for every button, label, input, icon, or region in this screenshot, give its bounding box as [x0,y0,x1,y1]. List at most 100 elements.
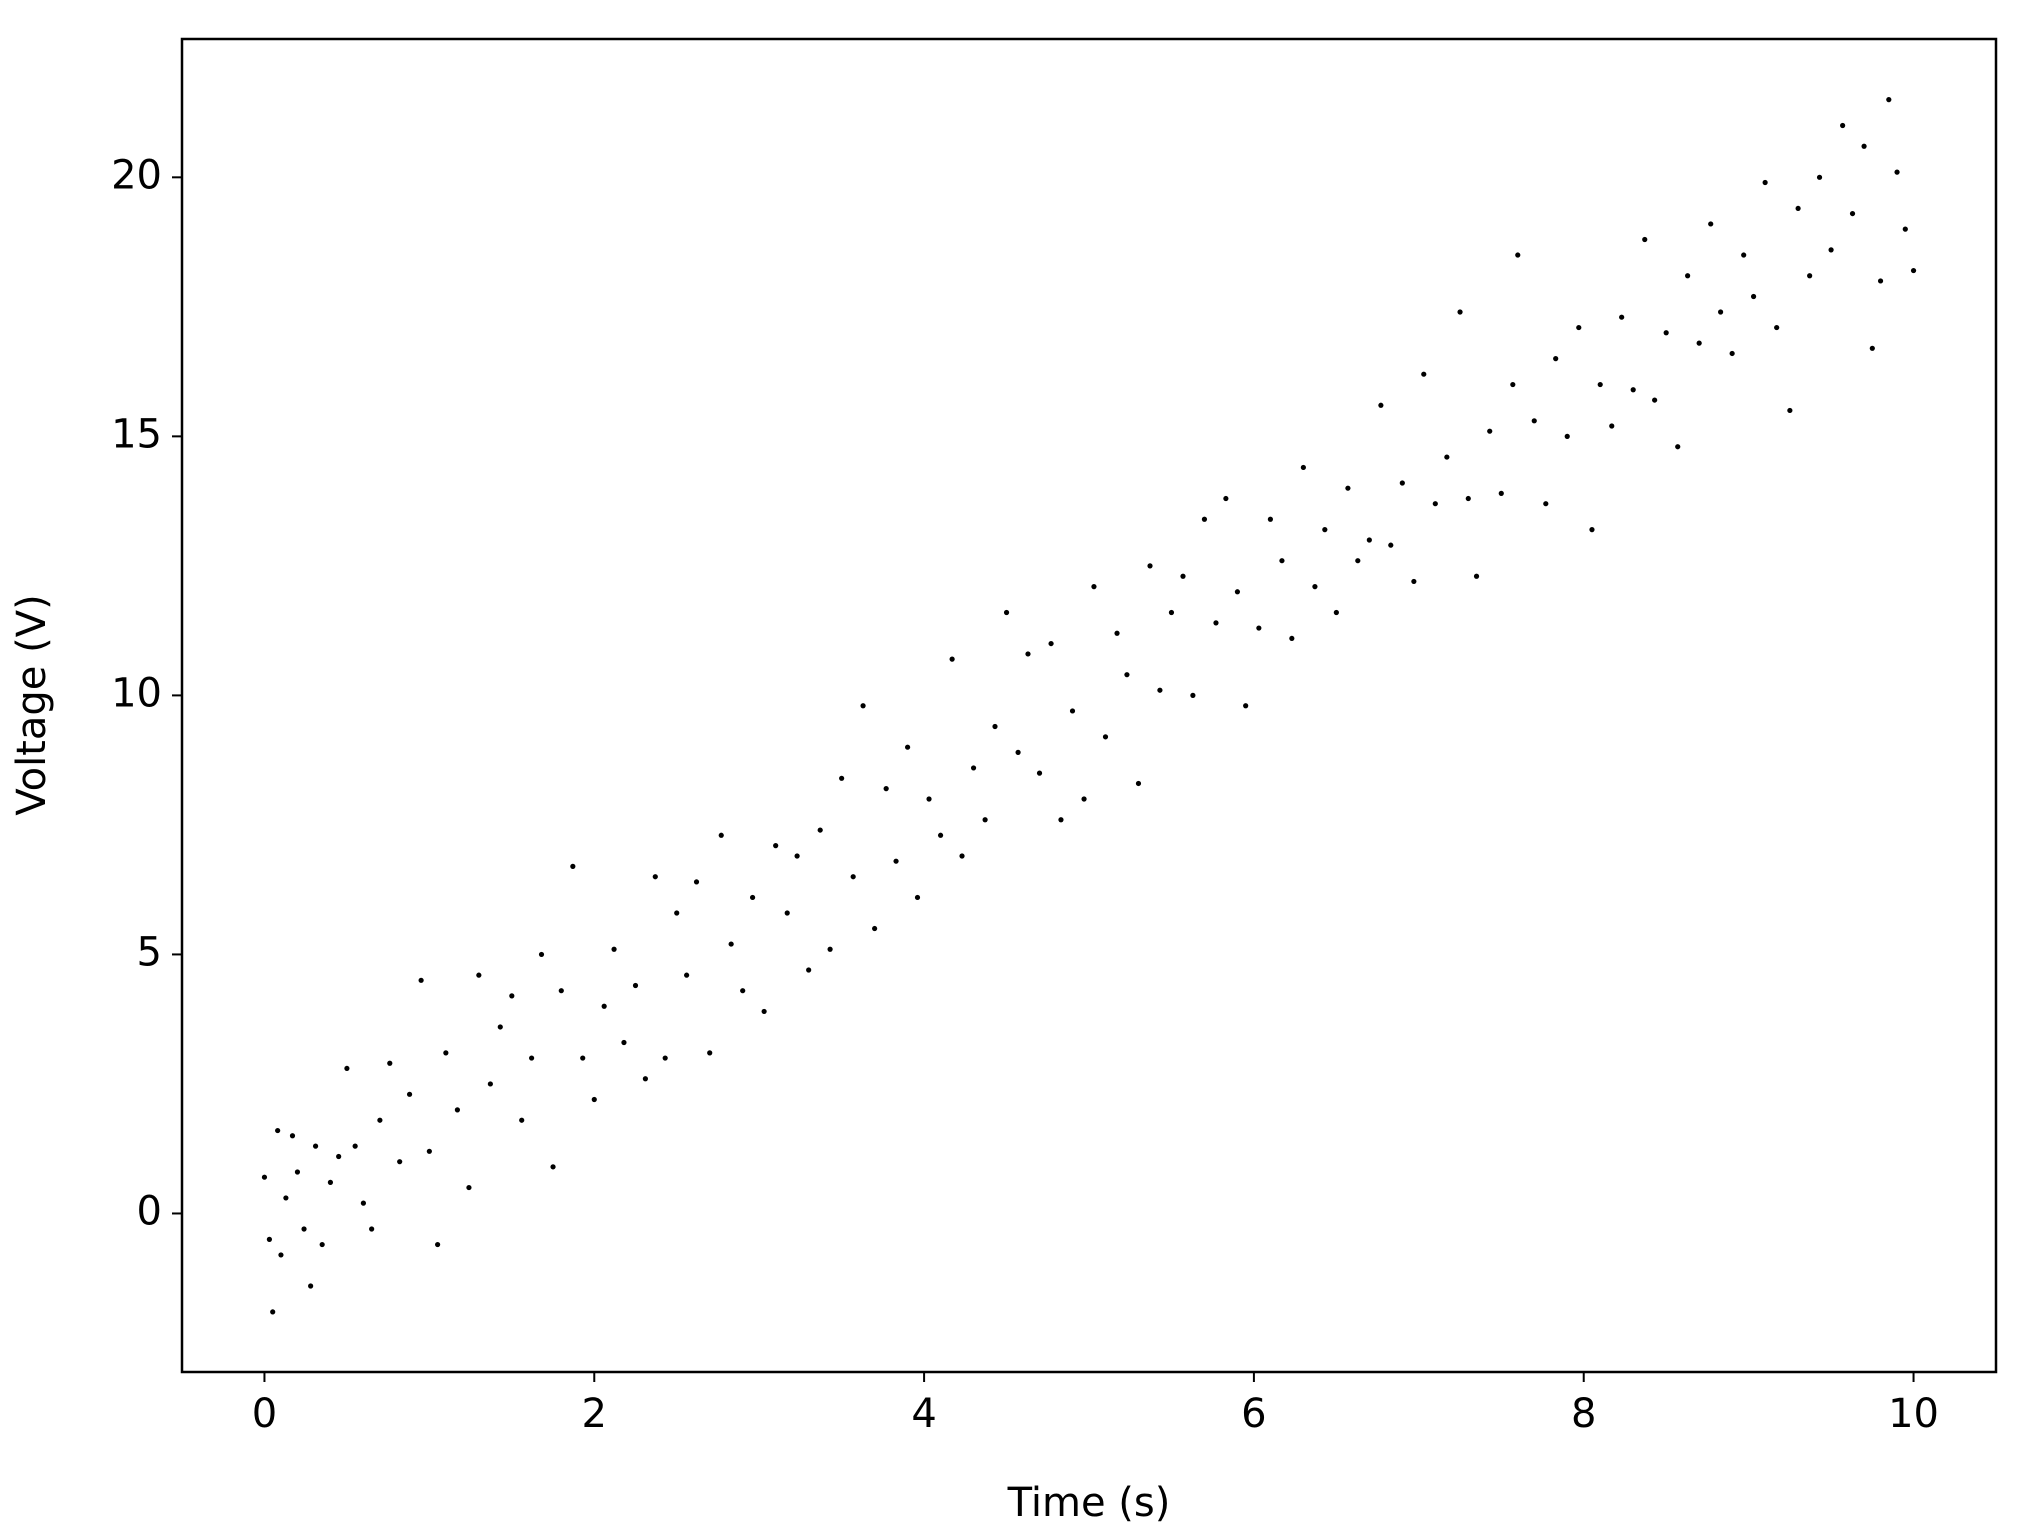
point [1750,293,1757,300]
point [476,972,482,978]
point [312,1143,319,1149]
point [266,1236,273,1242]
point [850,874,856,880]
x-axis-label: Time (s) [1007,1480,1171,1526]
x-tick-label: 8 [1571,1391,1596,1437]
point [601,1003,607,1009]
point [497,1024,503,1030]
point [718,832,724,838]
point [860,703,866,709]
point [1597,381,1603,388]
point [1795,205,1801,212]
point [1663,330,1669,336]
point [1234,589,1241,595]
point [761,1008,767,1015]
point [1168,609,1175,616]
point [1289,635,1295,642]
point [817,827,823,833]
point [652,874,658,880]
point [1003,609,1010,616]
point [1058,817,1064,823]
point [794,853,800,859]
point [580,1055,586,1061]
point [301,1226,307,1232]
point [632,982,639,989]
point [1576,324,1582,331]
point [1652,397,1658,403]
point [1256,625,1262,631]
point [466,1184,472,1191]
point [1411,578,1417,585]
point [728,941,734,947]
point [1267,516,1273,522]
point [1589,527,1595,533]
point [550,1164,556,1170]
point [982,817,988,823]
point [1025,651,1031,657]
point [1910,267,1917,274]
x-tick-label: 10 [1888,1391,1939,1437]
point [1300,464,1306,471]
point [1322,527,1328,533]
point [883,786,889,792]
point [926,796,932,802]
point [1069,708,1076,714]
y-tick-label: 0 [137,1188,162,1234]
y-axis-label: Voltage (V) [9,594,55,815]
point [289,1133,296,1139]
y-tick-label: 15 [111,411,162,457]
point [1279,558,1285,564]
point [454,1107,460,1113]
point [1465,495,1471,502]
point [1787,407,1793,414]
point [1564,433,1570,439]
point [1828,247,1834,253]
point [1886,97,1892,103]
x-tick-label: 4 [911,1391,936,1437]
point [1729,350,1735,357]
x-tick-label: 0 [252,1391,277,1437]
point [360,1200,366,1206]
point [893,858,899,864]
point [1675,444,1681,450]
point [519,1117,525,1123]
point [749,894,756,901]
point [294,1169,301,1175]
point [377,1117,383,1123]
point [435,1241,441,1248]
point [308,1283,314,1289]
point [344,1065,350,1072]
point [949,656,955,662]
point [1147,563,1153,569]
point [1902,226,1908,232]
point [1180,573,1186,579]
point [662,1055,668,1061]
point [1157,687,1163,693]
point [1421,371,1427,377]
x-tick-label: 2 [582,1391,607,1437]
point [270,1309,276,1315]
point [773,843,779,849]
point [570,863,576,869]
point [693,879,700,885]
point [1102,734,1109,740]
point [591,1096,597,1103]
point [1201,516,1208,522]
point [319,1241,325,1248]
point [538,951,545,958]
point [1399,480,1405,486]
point [1894,169,1900,175]
point [443,1050,449,1056]
point [1366,537,1372,543]
point [905,744,911,750]
point [684,972,690,978]
point [1816,174,1823,180]
point [487,1081,493,1087]
point [1243,703,1249,709]
point [1531,418,1537,424]
point [1642,236,1648,243]
point [839,775,845,781]
point [1708,221,1714,227]
point [1036,770,1043,776]
point [261,1174,268,1180]
